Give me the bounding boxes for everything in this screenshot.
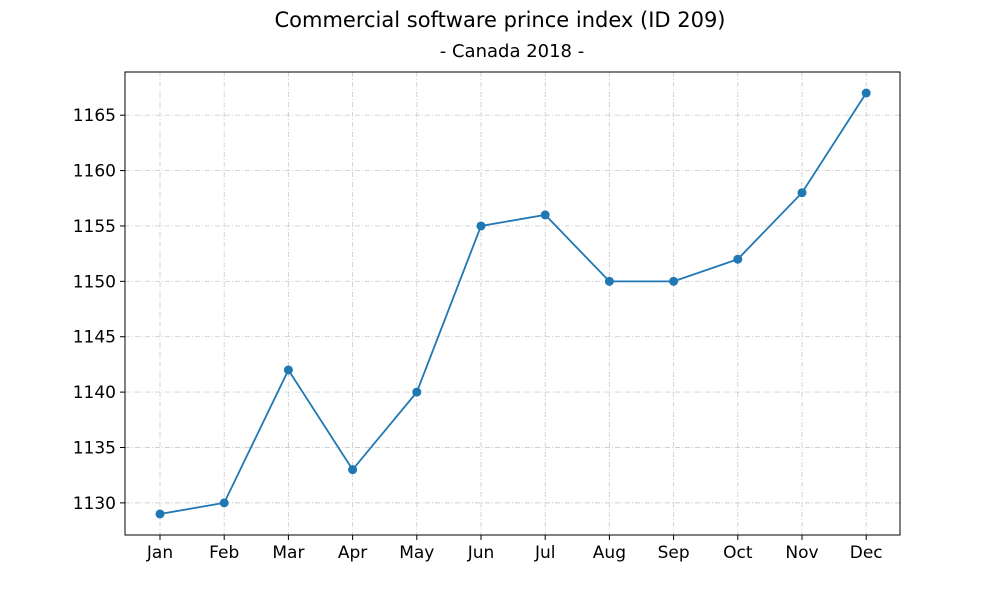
data-point — [412, 387, 422, 397]
y-tick-label: 1130 — [73, 494, 116, 514]
data-point — [861, 88, 871, 98]
data-point — [476, 221, 486, 231]
x-tick-label: Jun — [467, 543, 495, 563]
plot-area-frame — [124, 71, 901, 536]
chart-subtitle: - Canada 2018 - — [439, 41, 585, 62]
y-tick-label: 1155 — [73, 217, 116, 237]
y-tick-label: 1145 — [73, 328, 116, 348]
x-tick-label: Jul — [534, 543, 556, 563]
data-point — [669, 276, 679, 286]
y-tick-label: 1135 — [73, 438, 116, 458]
x-tick-label: Aug — [593, 543, 626, 563]
x-tick-label: Jan — [146, 543, 173, 563]
data-point — [283, 365, 293, 375]
x-tick-label: Mar — [272, 543, 304, 563]
data-point — [733, 254, 743, 264]
y-tick-label: 1160 — [73, 162, 116, 182]
data-point — [348, 465, 358, 475]
x-tick-label: Apr — [338, 543, 367, 563]
series-line — [159, 92, 867, 515]
data-point — [604, 276, 614, 286]
series-layer — [155, 88, 871, 519]
chart-title: Commercial software prince index (ID 209… — [274, 8, 726, 32]
data-point — [540, 210, 550, 220]
x-tick-label: Feb — [209, 543, 239, 563]
y-tick-label: 1140 — [73, 383, 116, 403]
y-tick-label: 1150 — [73, 272, 116, 292]
x-tick-label: Dec — [850, 543, 883, 563]
tick-layer: Jan Feb Mar Apr May Jun Jul Aug Sep Oct Nov Dec 1130… — [73, 106, 883, 563]
data-point — [797, 188, 807, 198]
y-tick-label: 1165 — [73, 106, 116, 126]
x-tick-label: Sep — [658, 543, 690, 563]
x-tick-label: Oct — [723, 543, 753, 563]
data-point — [219, 498, 229, 508]
data-point — [155, 509, 165, 519]
x-tick-label: May — [399, 543, 434, 563]
grid-layer — [125, 72, 900, 535]
x-tick-label: Nov — [785, 543, 818, 563]
